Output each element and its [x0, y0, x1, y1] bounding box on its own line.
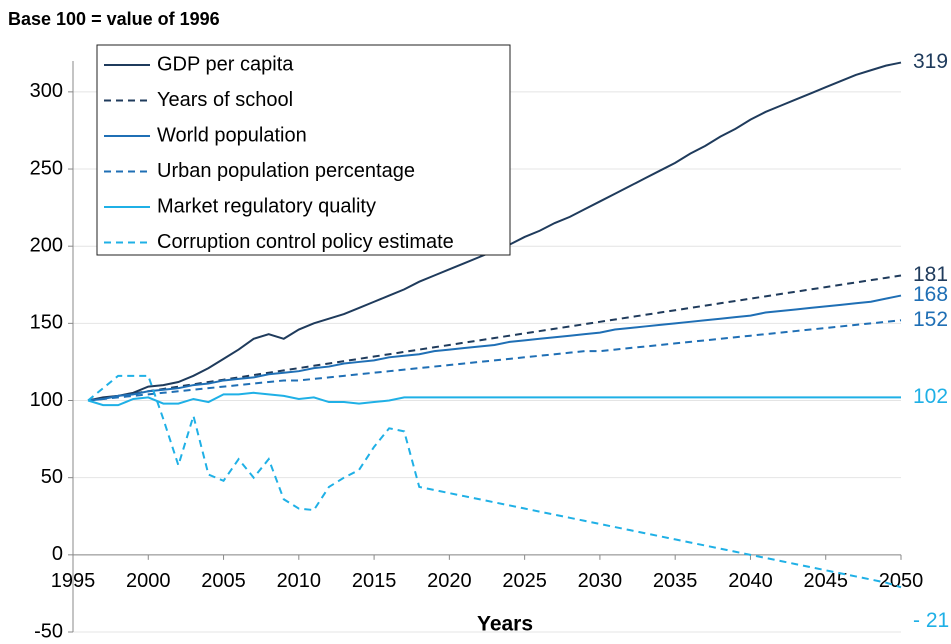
y-tick-label: -50: [34, 620, 63, 642]
x-tick-label: 2005: [201, 570, 246, 592]
x-tick-label: 2020: [427, 570, 472, 592]
line-series: [87, 319, 902, 402]
y-tick-label: 200: [30, 234, 63, 256]
line-series: [87, 374, 902, 589]
line-series: [87, 274, 902, 402]
end-label: 319: [913, 50, 948, 73]
end-label: - 21: [913, 609, 949, 632]
legend-label: GDP per capita: [157, 53, 294, 75]
legend-label: Urban population percentage: [157, 160, 415, 182]
x-tick-label: 2040: [728, 570, 773, 592]
x-tick-label: 2015: [352, 570, 397, 592]
legend-label: Years of school: [157, 89, 293, 111]
legend-label: Market regulatory quality: [157, 195, 376, 217]
legend-label: World population: [157, 124, 307, 146]
x-tick-label: 2035: [653, 570, 698, 592]
chart-title: Base 100 = value of 1996: [8, 9, 220, 29]
y-tick-label: 50: [41, 466, 63, 488]
line-series: [87, 294, 902, 402]
x-tick-label: 2045: [803, 570, 848, 592]
legend-label: Corruption control policy estimate: [157, 231, 454, 253]
y-tick-label: 250: [30, 157, 63, 179]
end-label: 168: [913, 283, 948, 306]
end-label: 181: [913, 263, 948, 286]
y-tick-label: 100: [30, 389, 63, 411]
end-label: 152: [913, 308, 948, 331]
end-label: 102: [913, 385, 948, 408]
x-tick-label: 2025: [502, 570, 547, 592]
y-tick-label: 150: [30, 312, 63, 334]
x-tick-label: 2030: [578, 570, 623, 592]
x-axis-label: Years: [477, 613, 533, 636]
x-tick-label: 1995: [51, 570, 96, 592]
y-tick-label: 0: [52, 543, 63, 565]
line-series: [87, 391, 901, 407]
x-tick-label: 2050: [879, 570, 924, 592]
y-tick-label: 300: [30, 80, 63, 102]
x-tick-label: 2000: [126, 570, 171, 592]
legend-box: [96, 44, 511, 256]
x-tick-label: 2010: [277, 570, 322, 592]
